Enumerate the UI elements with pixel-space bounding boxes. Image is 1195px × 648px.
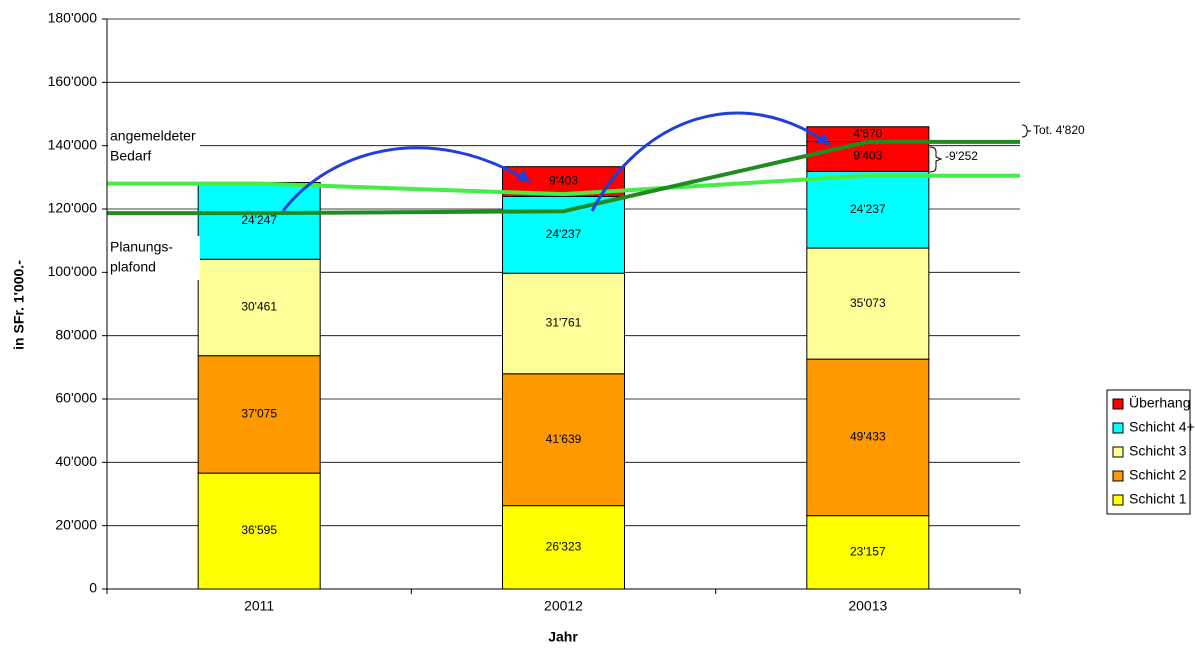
line-series	[259, 173, 868, 197]
y-tick-label: 0	[89, 580, 97, 596]
line-label: Planungs-	[110, 239, 173, 255]
legend-swatch	[1112, 446, 1124, 458]
y-axis-title: in SFr. 1'000.-	[11, 260, 27, 350]
data-label: 35'073	[850, 296, 886, 310]
line-series	[259, 139, 869, 216]
bar-segment	[502, 373, 625, 507]
bar-segment	[806, 170, 930, 249]
line-label-bg	[108, 236, 200, 280]
legend-label: Schicht 1	[1129, 491, 1187, 507]
bar-segment	[197, 472, 321, 590]
y-tick-label: 180'000	[48, 10, 98, 26]
data-label: 23'157	[850, 545, 886, 559]
data-label: 24'237	[546, 227, 582, 241]
arrow-head	[816, 133, 830, 145]
y-tick-label: 60'000	[55, 390, 97, 406]
data-label: 49'433	[850, 430, 886, 444]
y-tick-label: 140'000	[48, 136, 98, 152]
legend-swatch	[1112, 398, 1124, 410]
data-label: 37'075	[241, 407, 277, 421]
x-tick-label: 2011	[244, 598, 274, 614]
arrow-head	[516, 170, 530, 182]
y-tick-label: 160'000	[48, 73, 98, 89]
bracket	[929, 146, 943, 173]
legend-label: Schicht 4+5	[1129, 419, 1195, 435]
y-tick-label: 80'000	[55, 326, 97, 342]
bar-segment	[197, 181, 321, 260]
data-label: 9'403	[853, 149, 882, 163]
data-label: 36'595	[241, 523, 277, 537]
data-label: 31'761	[546, 316, 582, 330]
arrow	[590, 111, 831, 212]
data-label: 41'639	[546, 432, 582, 446]
line-label-bg	[108, 125, 200, 169]
legend-label: Schicht 3	[1129, 443, 1187, 459]
bar-segment	[197, 258, 321, 357]
y-tick-label: 20'000	[55, 516, 97, 532]
x-tick-label: 20012	[544, 598, 583, 614]
legend-label: Überhang 11-13	[1129, 394, 1195, 411]
bar-segment	[502, 505, 625, 590]
x-tick-label: 20013	[848, 598, 887, 614]
y-tick-label: 100'000	[48, 263, 98, 279]
bar-segment	[502, 272, 625, 375]
annotation: Tot. 4'820	[1033, 123, 1085, 137]
data-label: 26'323	[546, 539, 582, 553]
y-tick-label: 40'000	[55, 453, 97, 469]
line-label: angemeldeter	[110, 128, 196, 144]
bracket	[1021, 124, 1032, 138]
legend-swatch	[1112, 494, 1124, 506]
legend-swatch	[1112, 470, 1124, 482]
legend-label: Schicht 2	[1129, 467, 1187, 483]
data-label: 24'237	[850, 202, 886, 216]
arrow	[281, 146, 531, 212]
bar-segment	[806, 515, 930, 590]
line-label: plafond	[110, 259, 156, 275]
line-label: Bedarf	[110, 148, 151, 164]
data-label: 9'403	[549, 174, 578, 188]
x-axis-title: Jahr	[548, 629, 578, 645]
annotation: -9'252	[945, 149, 978, 163]
data-label: 24'247	[241, 213, 277, 227]
y-tick-label: 120'000	[48, 200, 98, 216]
legend-swatch	[1112, 422, 1124, 434]
bar-segment	[197, 355, 321, 474]
data-label: 4'670	[853, 126, 882, 140]
data-label: 30'461	[241, 300, 277, 314]
bar-segment	[806, 141, 930, 172]
